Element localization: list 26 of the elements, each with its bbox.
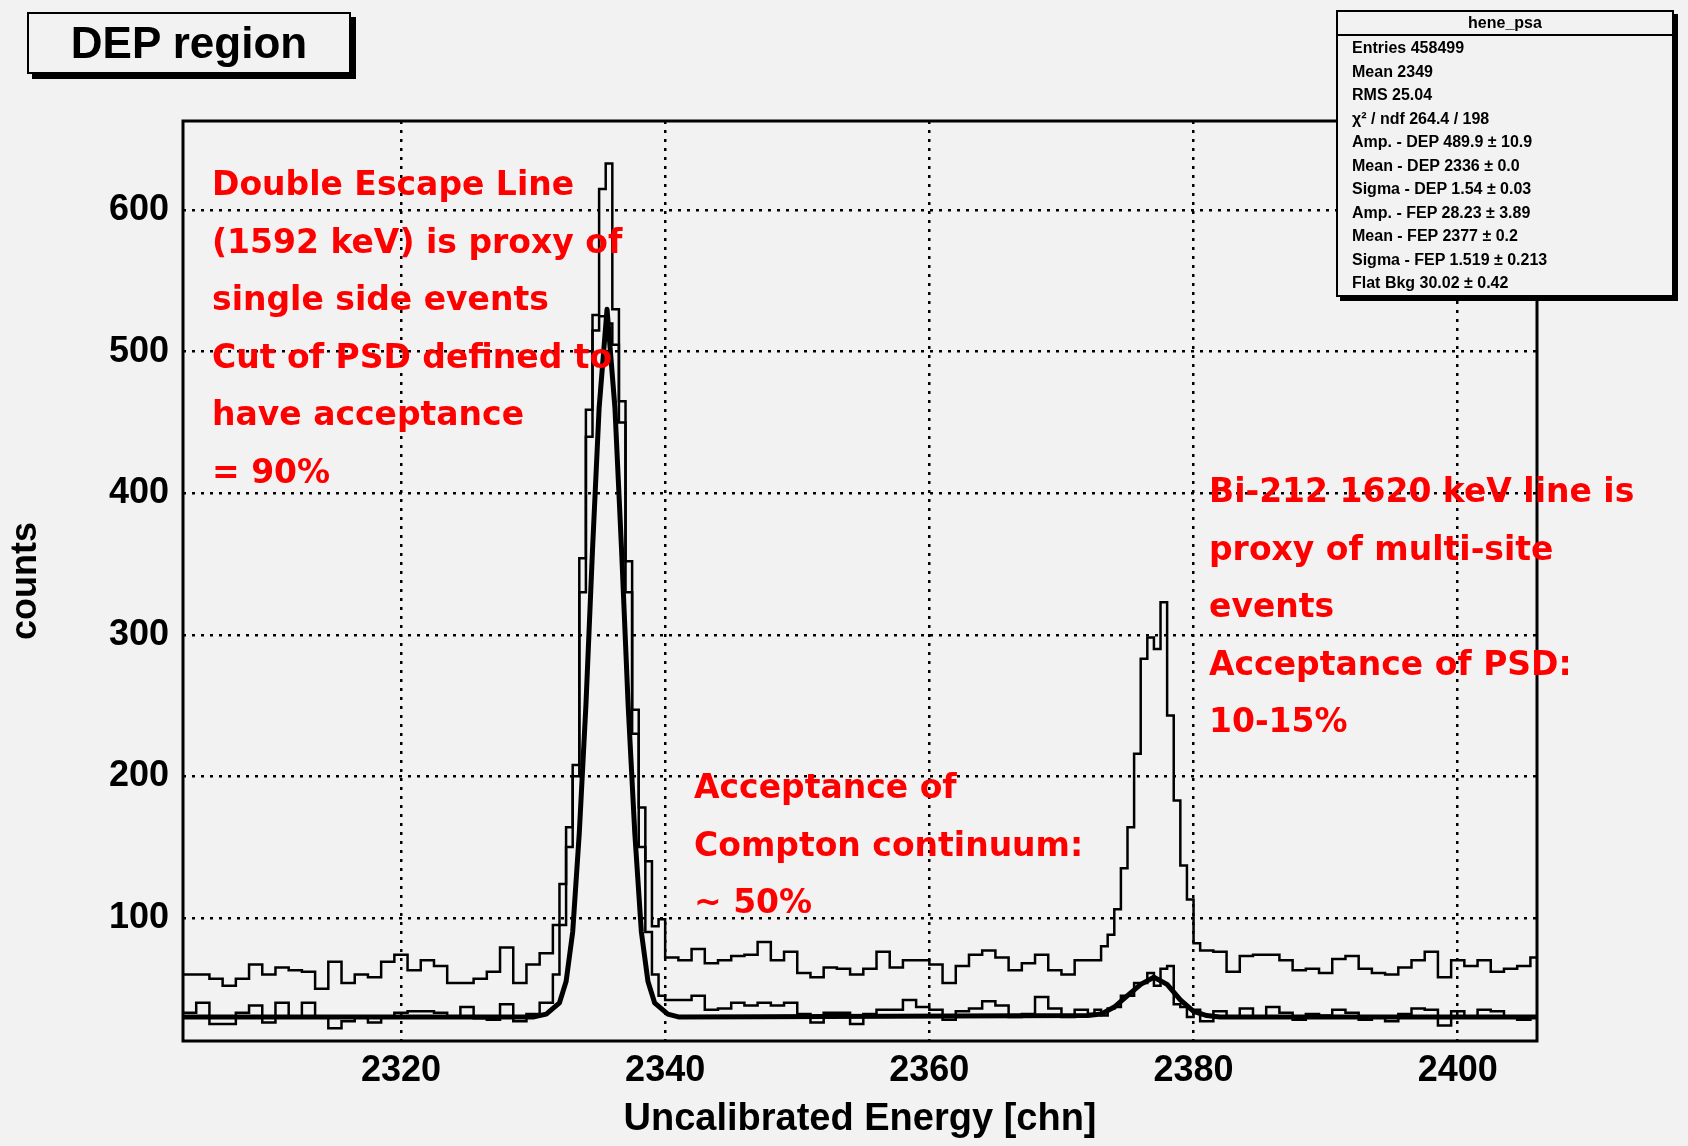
x-tick-label: 2320	[360, 1047, 442, 1089]
x-tick-label: 2380	[1153, 1047, 1234, 1089]
x-tick-label: 2400	[1417, 1047, 1498, 1089]
annotation: Mean - DEP 2336 ± 0.0	[1351, 155, 1521, 176]
y-axis-title: counts	[2, 521, 44, 641]
x-axis-title: Uncalibrated Energy [chn]	[623, 1095, 1097, 1138]
annotation: Amp. - FEP 28.23 ± 3.89	[1351, 202, 1532, 223]
x-tick-label: 2360	[889, 1047, 970, 1089]
annotation: Sigma - DEP 1.54 ± 0.03	[1351, 179, 1533, 199]
y-tick-label: 200	[108, 753, 169, 795]
annotation: χ² / ndf 264.4 / 198	[1351, 108, 1491, 129]
annotation: Flat Bkg 30.02 ± 0.42	[1351, 273, 1510, 293]
y-tick-label: 300	[108, 611, 169, 653]
annotation: Amp. - DEP 489.9 ± 10.9	[1351, 132, 1534, 152]
annotation: Acceptance of Compton continuum: ~ 50%	[694, 766, 1084, 923]
annotation: Mean - FEP 2377 ± 0.2	[1351, 226, 1519, 246]
y-tick-label: 400	[108, 470, 169, 512]
x-tick-label: 2340	[625, 1047, 706, 1089]
text: Entries 458499	[1352, 39, 1465, 56]
y-tick-label: 500	[108, 328, 169, 370]
text: RMS 25.04	[1352, 86, 1433, 103]
text: hene_psa	[1468, 14, 1542, 31]
annotation: Sigma - FEP 1.519 ± 0.213	[1351, 249, 1549, 270]
text: Mean 2349	[1352, 62, 1433, 80]
y-tick-label: 600	[108, 187, 169, 229]
y-tick-label: 100	[108, 894, 169, 936]
